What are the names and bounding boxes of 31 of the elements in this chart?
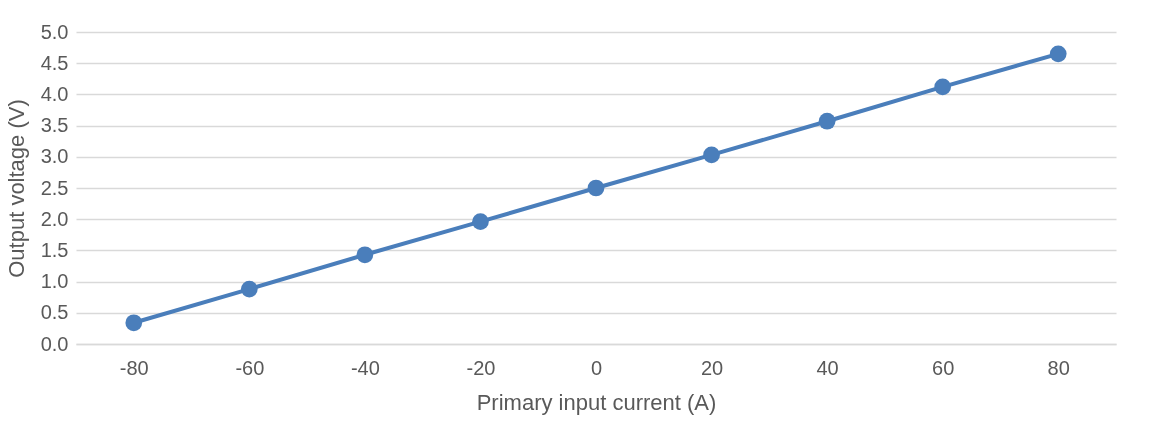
y-tick-label: 3.5 (40, 114, 69, 137)
x-tick-label: 20 (700, 356, 724, 379)
x-tick-label: -40 (350, 356, 380, 379)
y-tick-label: 5.0 (40, 20, 69, 43)
x-tick-label: 60 (932, 356, 955, 379)
y-tick-label: 4.5 (40, 51, 69, 74)
point (356, 246, 374, 264)
point (1049, 45, 1067, 63)
y-tick-label: 2.5 (40, 176, 69, 199)
y-tick-label: 1.5 (40, 238, 69, 261)
x-tick-label: 40 (816, 356, 839, 379)
x-tick-label: -60 (235, 356, 265, 379)
point (240, 280, 258, 298)
y-axis-title: Output voltage (V) (3, 99, 29, 278)
y-tick-label: 3.0 (40, 145, 69, 168)
x-tick-label: 80 (1047, 356, 1070, 379)
point (472, 213, 489, 231)
y-tick-label: 2.0 (40, 207, 69, 230)
y-tick-label: 1.0 (40, 270, 69, 293)
y-tick-label: 0.0 (40, 332, 69, 355)
y-tick-label: 4.0 (40, 82, 69, 105)
point (934, 78, 952, 96)
point (818, 112, 836, 130)
y-tick-label: 0.5 (40, 301, 69, 324)
x-axis-title: Primary input current (A) (476, 389, 717, 415)
x-tick-label: 0 (590, 356, 603, 379)
point (587, 179, 605, 197)
point (703, 146, 720, 164)
x-tick-label: -20 (466, 356, 496, 379)
x-tick-label: -80 (119, 356, 149, 379)
point (125, 314, 143, 332)
